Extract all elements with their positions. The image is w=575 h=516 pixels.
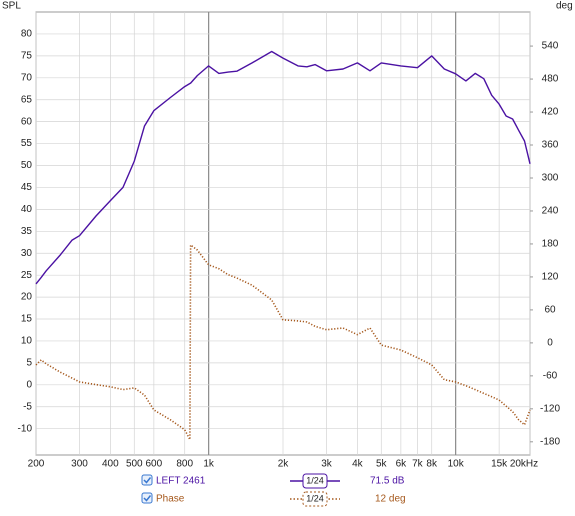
x-tick-label: 7k [412, 459, 424, 470]
y2-tick-label: 60 [544, 305, 556, 316]
y-tick-label: 80 [21, 29, 33, 40]
series-line [35, 50, 531, 285]
y-tick-label: 45 [21, 182, 33, 193]
checkbox[interactable] [141, 474, 153, 486]
y-tick-label: 30 [21, 248, 33, 259]
x-tick-label: 3k [321, 459, 333, 470]
x-tick-label: 20kHz [510, 459, 538, 470]
y2-tick-label: -180 [540, 436, 560, 447]
y-tick-label: 50 [21, 160, 33, 171]
legend-label: LEFT 2461 [156, 476, 206, 487]
x-tick-label: 1k [203, 459, 215, 470]
y2-tick-label: -120 [540, 403, 560, 414]
x-tick-label: 2k [278, 459, 290, 470]
y-tick-label: 15 [21, 314, 33, 325]
x-tick-label: 15k [491, 459, 508, 470]
x-tick-label: 6k [396, 459, 408, 470]
y-tick-label: 35 [21, 226, 33, 237]
grid [35, 12, 531, 455]
readout: 12 deg [375, 494, 406, 505]
y-tick-label: 65 [21, 94, 33, 105]
x-tick-label: 300 [71, 459, 88, 470]
y2-tick-label: 240 [542, 206, 559, 217]
y2-tick-label: 360 [542, 140, 559, 151]
y-tick-label: 70 [21, 72, 33, 83]
y2-tick-label: 540 [542, 41, 559, 52]
y-tick-label: 10 [21, 336, 33, 347]
smoothing-button[interactable] [302, 491, 328, 507]
y2-tick-label: 420 [542, 107, 559, 118]
y-tick-label: 25 [21, 270, 33, 281]
y-tick-label: -10 [18, 423, 33, 434]
y2-axis-title: deg [556, 1, 573, 12]
smoothing-button[interactable] [302, 473, 328, 489]
x-tick-label: 5k [376, 459, 388, 470]
y-tick-label: 0 [26, 379, 32, 390]
y-tick-label: 5 [26, 358, 32, 369]
y-tick-label: 20 [21, 292, 33, 303]
check-icon [143, 477, 152, 484]
smoothing-label: 1/24 [306, 493, 324, 503]
smoothing-label: 1/24 [306, 475, 324, 485]
y2-tick-label: 480 [542, 74, 559, 85]
y-axis-title: SPL [2, 1, 21, 12]
y-tick-label: 60 [21, 116, 33, 127]
x-tick-label: 200 [28, 459, 45, 470]
y-tick-label: 40 [21, 204, 33, 215]
y-tick-label: 55 [21, 138, 33, 149]
x-tick-label: 800 [176, 459, 193, 470]
series-line [35, 244, 531, 441]
y2-tick-label: 300 [542, 173, 559, 184]
x-tick-label: 400 [102, 459, 119, 470]
y2-tick-label: 180 [542, 239, 559, 250]
y-tick-label: -5 [23, 401, 32, 412]
check-icon [143, 495, 152, 502]
y2-tick-label: -60 [543, 370, 558, 381]
x-tick-label: 600 [146, 459, 163, 470]
x-tick-label: 4k [352, 459, 364, 470]
y2-tick-label: 0 [547, 338, 553, 349]
legend: 1/24 1/24 71.5 dB 12 deg [141, 473, 406, 507]
y-tick-label: 75 [21, 51, 33, 62]
y2-tick-label: 120 [542, 272, 559, 283]
readout: 71.5 dB [370, 476, 405, 487]
legend-label: Phase [156, 494, 185, 505]
x-tick-label: 8k [426, 459, 438, 470]
x-tick-label: 500 [126, 459, 143, 470]
checkbox[interactable] [141, 492, 153, 504]
x-tick-label: 10k [448, 459, 465, 470]
